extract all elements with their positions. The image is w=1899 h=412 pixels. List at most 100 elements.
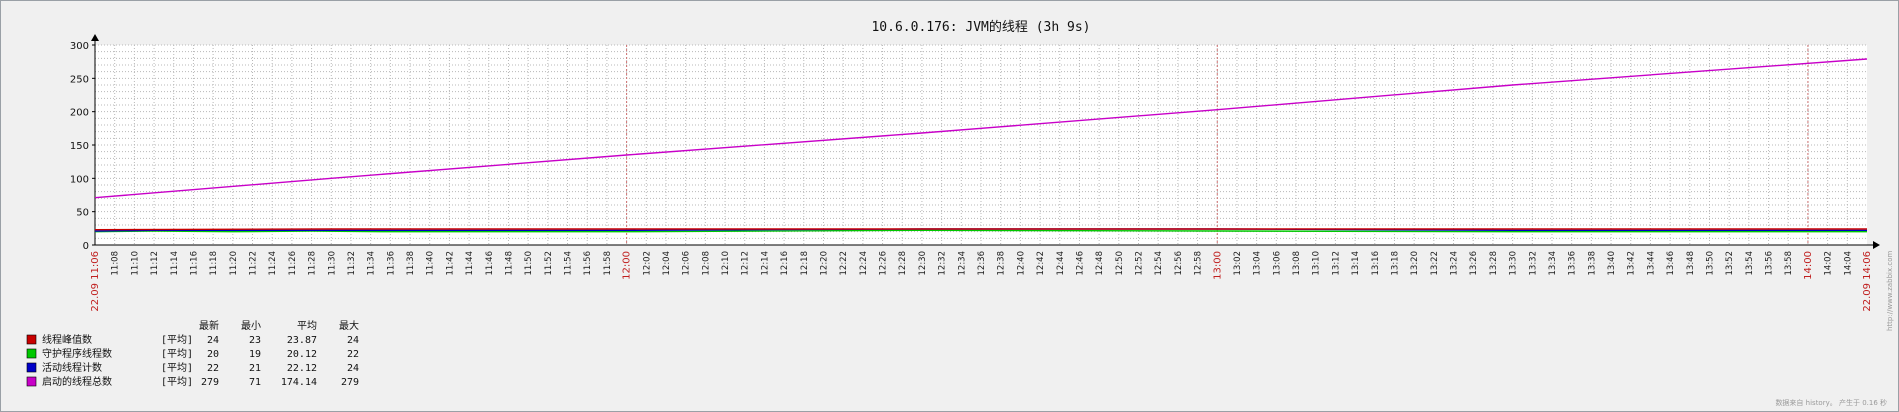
legend-item-func: [平均] (161, 362, 193, 374)
x-tick-label: 11:52 (544, 251, 554, 276)
x-tick-label: 11:10 (130, 251, 140, 276)
x-tick-label: 11:20 (229, 251, 239, 276)
x-tick-label: 13:54 (1745, 251, 1755, 276)
x-tick-label: 11:58 (603, 251, 613, 276)
x-tick-label: 13:46 (1666, 251, 1676, 276)
x-tick-label: 11:30 (327, 251, 337, 276)
legend-item-last: 20 (207, 349, 219, 360)
legend-item-func: [平均] (161, 348, 193, 360)
x-tick-label: 13:18 (1390, 251, 1400, 276)
x-tick-label: 13:52 (1725, 251, 1735, 276)
x-tick-label: 11:22 (249, 251, 259, 276)
x-tick-label: 13:56 (1765, 251, 1775, 276)
x-tick-label: 22.09 14:06 (1862, 251, 1873, 312)
x-tick-label: 13:40 (1607, 251, 1617, 276)
x-tick-label: 12:24 (859, 251, 869, 276)
x-tick-label: 12:00 (622, 251, 633, 280)
legend-item-avg: 23.87 (287, 335, 317, 346)
x-tick-label: 12:52 (1135, 251, 1145, 276)
legend-item-min: 23 (249, 335, 261, 346)
x-tick-label: 12:44 (1056, 251, 1066, 276)
legend-swatch (26, 362, 37, 373)
x-tick-label: 11:16 (189, 251, 199, 276)
x-tick-label: 13:42 (1627, 251, 1637, 276)
x-tick-label: 11:18 (209, 251, 219, 276)
legend-item-max: 279 (341, 377, 359, 388)
x-tick-label: 13:50 (1705, 251, 1715, 276)
x-tick-label: 12:08 (701, 251, 711, 276)
chart-title: 10.6.0.176: JVM的线程 (3h 9s) (871, 19, 1090, 35)
x-tick-label: 12:48 (1095, 251, 1105, 276)
x-tick-label: 11:34 (367, 251, 377, 276)
x-tick-label: 11:38 (406, 251, 416, 276)
x-tick-label: 11:14 (170, 251, 180, 276)
x-tick-label: 11:56 (583, 251, 593, 276)
legend-item-avg: 20.12 (287, 349, 317, 360)
x-tick-label: 11:50 (524, 251, 534, 276)
series-line (94, 228, 1867, 231)
x-tick-label: 11:12 (150, 251, 160, 276)
legend-header-last: 最新 (199, 319, 219, 332)
x-tick-label: 12:34 (957, 251, 967, 276)
x-tick-label: 12:10 (721, 251, 731, 276)
x-tick-label: 11:42 (445, 251, 455, 276)
legend-item-last: 22 (207, 363, 219, 374)
x-tick-label: 12:16 (780, 251, 790, 276)
footer-watermark: 数据来自 history。 产生于 0.16 秒 (1775, 398, 1887, 407)
x-tick-label: 13:20 (1410, 251, 1420, 276)
x-tick-label: 13:58 (1784, 251, 1794, 276)
x-tick-label: 11:32 (347, 251, 357, 276)
legend-item-last: 279 (201, 377, 219, 388)
x-tick-label: 13:44 (1646, 251, 1656, 276)
x-tick-label: 13:12 (1331, 251, 1341, 276)
x-tick-label: 12:40 (1016, 251, 1026, 276)
x-tick-label: 11:36 (386, 251, 396, 276)
y-tick-label: 200 (70, 108, 89, 119)
y-axis-arrow (91, 34, 99, 41)
x-tick-label: 12:56 (1174, 251, 1184, 276)
x-tick-label: 12:02 (642, 251, 652, 276)
x-tick-label: 12:18 (800, 251, 810, 276)
legend-item-max: 22 (347, 349, 359, 360)
legend-item-name: 活动线程计数 (42, 361, 102, 374)
legend-item-min: 19 (249, 349, 261, 360)
x-tick-label: 12:42 (1036, 251, 1046, 276)
x-tick-label: 22.09 11:06 (90, 251, 101, 312)
legend-swatch (26, 334, 37, 345)
x-tick-label: 13:08 (1292, 251, 1302, 276)
x-tick-label: 12:36 (977, 251, 987, 276)
legend-header-min: 最小 (241, 320, 261, 332)
x-tick-label: 13:02 (1233, 251, 1243, 276)
x-tick-label: 13:28 (1489, 251, 1499, 276)
x-tick-label: 13:14 (1351, 251, 1361, 276)
x-tick-label: 13:16 (1371, 251, 1381, 276)
x-tick-label: 12:04 (662, 251, 672, 276)
x-tick-label: 13:24 (1450, 251, 1460, 276)
x-tick-label: 12:46 (1075, 251, 1085, 276)
x-tick-label: 12:50 (1115, 251, 1125, 276)
y-tick-label: 250 (70, 74, 89, 85)
x-tick-label: 13:32 (1528, 251, 1538, 276)
x-tick-label: 12:54 (1154, 251, 1164, 276)
legend-header-avg: 平均 (297, 320, 317, 332)
x-tick-label: 13:22 (1430, 251, 1440, 276)
x-tick-label: 13:00 (1212, 251, 1223, 280)
x-tick-label: 12:20 (819, 251, 829, 276)
y-tick-label: 100 (70, 174, 89, 185)
x-tick-label: 13:30 (1509, 251, 1519, 276)
x-tick-label: 12:26 (879, 251, 889, 276)
x-tick-label: 13:38 (1587, 251, 1597, 276)
x-tick-label: 11:26 (288, 251, 298, 276)
legend-swatch (26, 376, 37, 387)
x-tick-label: 11:48 (504, 251, 514, 276)
x-tick-label: 13:04 (1253, 251, 1263, 276)
series-line (94, 58, 1868, 199)
legend-item-name: 启动的线程总数 (42, 375, 112, 388)
x-tick-label: 11:24 (268, 251, 278, 276)
legend-item-max: 24 (347, 335, 359, 346)
x-tick-label: 14:00 (1803, 251, 1814, 280)
x-tick-label: 11:28 (308, 251, 318, 276)
x-tick-label: 12:14 (760, 251, 770, 276)
